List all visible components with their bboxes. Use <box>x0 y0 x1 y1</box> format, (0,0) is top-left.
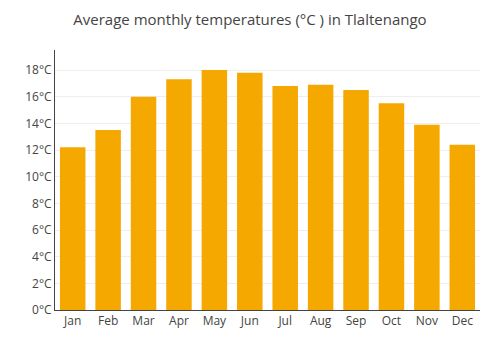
svg-text:May: May <box>203 312 227 329</box>
svg-text:14°C: 14°C <box>25 115 52 132</box>
svg-text:Average monthly temperatures (: Average monthly temperatures (°C ) in Tl… <box>73 9 426 29</box>
svg-text:18°C: 18°C <box>25 61 52 78</box>
svg-text:Jan: Jan <box>63 312 81 329</box>
svg-text:0°C: 0°C <box>32 301 52 318</box>
svg-text:12°C: 12°C <box>25 141 52 158</box>
svg-text:2°C: 2°C <box>32 275 52 292</box>
svg-text:Feb: Feb <box>98 312 118 329</box>
svg-text:Nov: Nov <box>416 312 438 329</box>
svg-text:4°C: 4°C <box>32 248 52 265</box>
svg-text:6°C: 6°C <box>32 221 52 238</box>
svg-text:10°C: 10°C <box>25 168 52 185</box>
svg-text:Mar: Mar <box>132 312 154 329</box>
svg-text:8°C: 8°C <box>32 195 52 212</box>
svg-text:Aug: Aug <box>310 312 332 329</box>
svg-text:Apr: Apr <box>169 312 189 329</box>
svg-text:Oct: Oct <box>382 312 401 329</box>
svg-text:Sep: Sep <box>346 312 367 329</box>
svg-text:Jul: Jul <box>277 312 292 329</box>
svg-text:Jun: Jun <box>240 312 259 329</box>
svg-text:16°C: 16°C <box>25 88 52 105</box>
svg-text:Dec: Dec <box>452 312 473 329</box>
